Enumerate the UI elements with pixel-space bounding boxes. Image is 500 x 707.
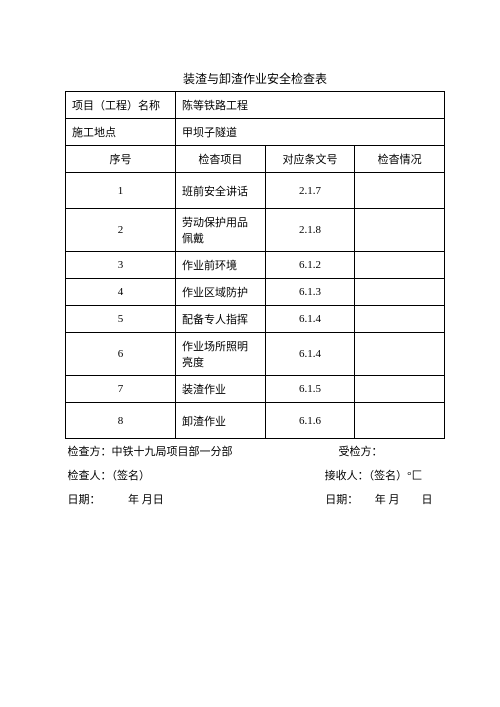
cell-item: 作业区域防护 — [176, 279, 266, 306]
footer-parties: 检查方：中铁十九局项目部一分部 受检方： — [66, 439, 445, 464]
cell-status — [355, 173, 445, 209]
footer-row-3: 日期： 年 月日 日期： 年 月 日 — [66, 487, 445, 511]
page-title: 装渣与卸渣作业安全检查表 — [65, 70, 445, 87]
cell-seq: 7 — [66, 376, 176, 403]
location-value: 甲坝子隧道 — [176, 119, 445, 146]
table-row: 7 装渣作业 6.1.5 — [66, 376, 445, 403]
cell-status — [355, 209, 445, 252]
table-row: 5 配备专人指挥 6.1.4 — [66, 306, 445, 333]
cell-seq: 4 — [66, 279, 176, 306]
footer-signers: 检查人：（签名） 接收人：（签名）°匚 — [66, 463, 445, 487]
location-row: 施工地点 甲坝子隧道 — [66, 119, 445, 146]
cell-ref: 6.1.4 — [265, 333, 355, 376]
cell-status — [355, 252, 445, 279]
project-value: 陈等铁路工程 — [176, 92, 445, 119]
cell-ref: 6.1.4 — [265, 306, 355, 333]
cell-seq: 5 — [66, 306, 176, 333]
cell-status — [355, 279, 445, 306]
receiver-sign: 接收人：（签名）°匚 — [325, 467, 423, 483]
footer-row-1: 检查方：中铁十九局项目部一分部 受检方： — [66, 439, 445, 464]
column-header-row: 序号 检杳项目 对应条文号 检杳情况 — [66, 146, 445, 173]
inspection-table: 项目（工程）名称 陈等铁路工程 施工地点 甲坝子隧道 序号 检杳项目 对应条文号… — [65, 91, 445, 511]
table-row: 6 作业场所照明亮度 6.1.4 — [66, 333, 445, 376]
cell-item: 班前安全讲话 — [176, 173, 266, 209]
location-label: 施工地点 — [66, 119, 176, 146]
cell-ref: 6.1.3 — [265, 279, 355, 306]
cell-seq: 1 — [66, 173, 176, 209]
table-row: 8 卸渣作业 6.1.6 — [66, 403, 445, 439]
cell-item: 作业前环境 — [176, 252, 266, 279]
date-right: 日期： 年 月 日 — [325, 491, 432, 507]
cell-seq: 8 — [66, 403, 176, 439]
cell-status — [355, 333, 445, 376]
footer-dates: 日期： 年 月日 日期： 年 月 日 — [66, 487, 445, 511]
cell-ref: 6.1.2 — [265, 252, 355, 279]
footer-row-2: 检查人：（签名） 接收人：（签名）°匚 — [66, 463, 445, 487]
cell-seq: 3 — [66, 252, 176, 279]
cell-ref: 6.1.6 — [265, 403, 355, 439]
inspector-sign: 检查人：（签名） — [68, 467, 151, 483]
col-item-header: 检杳项目 — [176, 146, 266, 173]
cell-seq: 2 — [66, 209, 176, 252]
table-row: 3 作业前环境 6.1.2 — [66, 252, 445, 279]
table-row: 4 作业区域防护 6.1.3 — [66, 279, 445, 306]
cell-ref: 2.1.8 — [265, 209, 355, 252]
cell-item: 配备专人指挥 — [176, 306, 266, 333]
table-row: 1 班前安全讲话 2.1.7 — [66, 173, 445, 209]
receive-party: 受检方： — [339, 443, 383, 459]
cell-ref: 2.1.7 — [265, 173, 355, 209]
col-status-header: 检杳情况 — [355, 146, 445, 173]
cell-item: 劳动保护用品佩戴 — [176, 209, 266, 252]
project-row: 项目（工程）名称 陈等铁路工程 — [66, 92, 445, 119]
cell-item: 卸渣作业 — [176, 403, 266, 439]
table-row: 2 劳动保护用品佩戴 2.1.8 — [66, 209, 445, 252]
cell-item: 装渣作业 — [176, 376, 266, 403]
col-ref-header: 对应条文号 — [265, 146, 355, 173]
col-seq-header: 序号 — [66, 146, 176, 173]
cell-status — [355, 306, 445, 333]
inspect-party: 检查方：中铁十九局项目部一分部 — [68, 443, 233, 459]
cell-item: 作业场所照明亮度 — [176, 333, 266, 376]
cell-seq: 6 — [66, 333, 176, 376]
cell-status — [355, 376, 445, 403]
date-left: 日期： 年 月日 — [68, 491, 164, 507]
cell-ref: 6.1.5 — [265, 376, 355, 403]
cell-status — [355, 403, 445, 439]
project-label: 项目（工程）名称 — [66, 92, 176, 119]
